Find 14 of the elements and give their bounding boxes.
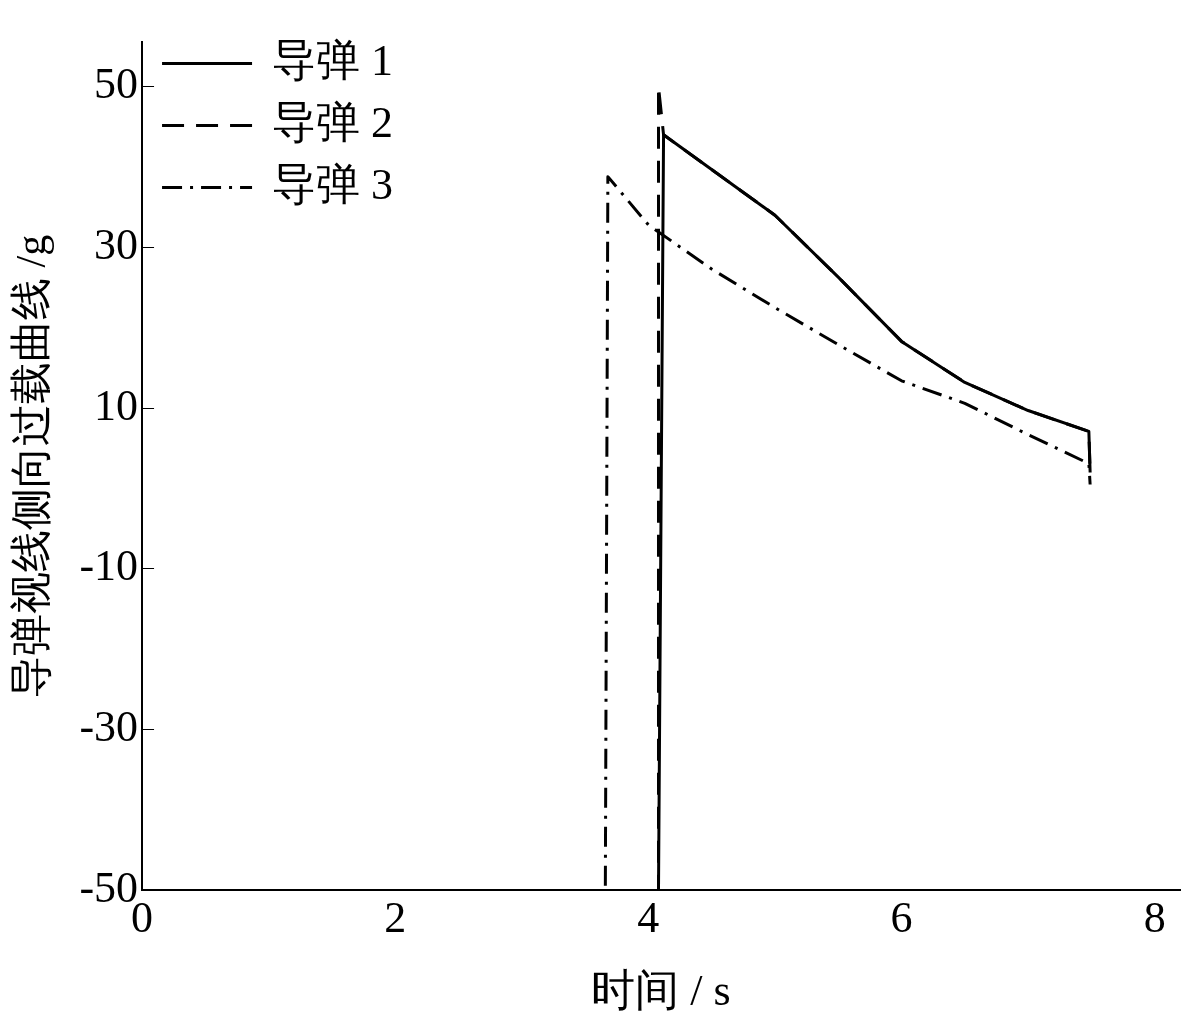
x-axis-title: 时间 / s: [591, 966, 731, 1016]
y-tick-label: 30: [94, 219, 139, 269]
x-tick-label: 4: [637, 893, 660, 943]
legend-label: 导弹 3: [272, 159, 394, 209]
y-tick-label: -30: [79, 702, 139, 752]
y-tick-label: -10: [79, 541, 139, 591]
x-tick-label: 8: [1143, 893, 1166, 943]
y-tick-label: 50: [94, 59, 139, 109]
x-tick-label: 2: [384, 893, 407, 943]
legend-label: 导弹 2: [272, 97, 394, 147]
legend-label: 导弹 1: [272, 35, 394, 85]
y-tick-label: 10: [94, 380, 139, 430]
y-axis-title: 导弹视线侧向过载曲线 /g: [8, 234, 55, 698]
x-tick-label: 6: [890, 893, 913, 943]
